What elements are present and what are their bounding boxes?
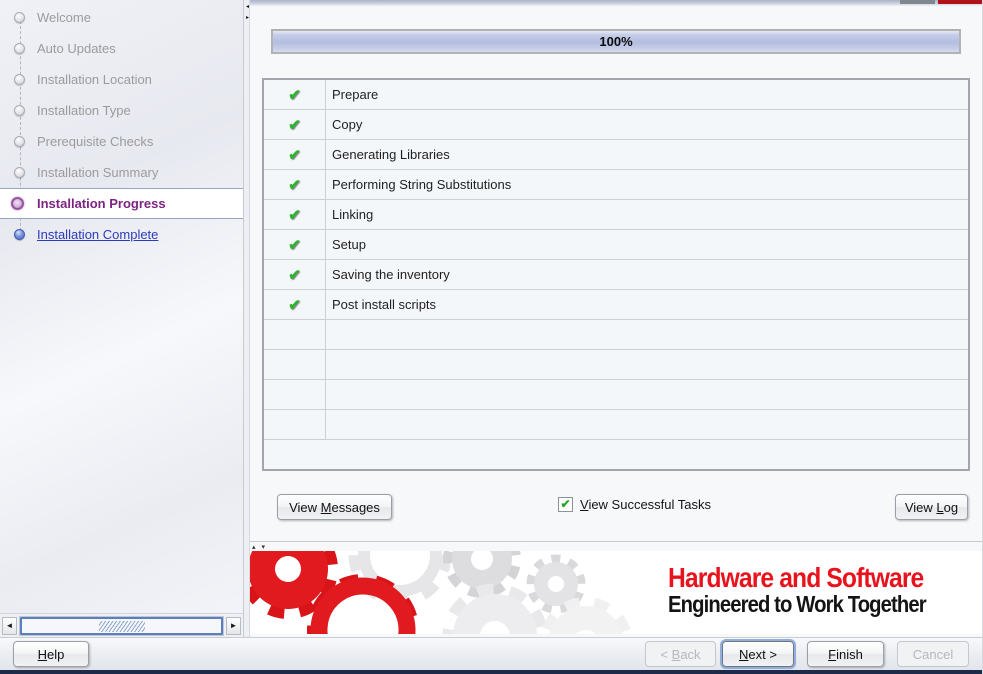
slogan-line2: Engineered to Work Together — [668, 591, 927, 617]
banner-splitter-arrows[interactable]: ▴▾ — [252, 543, 271, 551]
check-icon: ✔ — [288, 116, 301, 134]
content-panel: 100% ✔ Prepare ✔ Copy ✔ Generating Libra… — [250, 0, 982, 637]
step-label: Installation Location — [37, 72, 152, 87]
check-icon: ✔ — [288, 236, 301, 254]
table-row-empty — [264, 380, 968, 410]
table-row[interactable]: ✔ Linking — [264, 200, 968, 230]
sidebar-item-prerequisite-checks: Prerequisite Checks — [0, 126, 243, 157]
step-bullet-icon — [14, 167, 25, 178]
table-row[interactable]: ✔ Copy — [264, 110, 968, 140]
table-row-empty — [264, 410, 968, 440]
step-bullet-current-icon — [11, 197, 24, 210]
step-label: Welcome — [37, 10, 91, 25]
check-icon: ✔ — [288, 146, 301, 164]
check-icon: ✔ — [288, 206, 301, 224]
sidebar-steps-panel: Welcome Auto Updates Installation Locati… — [0, 0, 243, 637]
step-label: Installation Summary — [37, 165, 159, 180]
checkbox-label: View Successful Tasks — [580, 497, 712, 512]
step-list: Welcome Auto Updates Installation Locati… — [0, 0, 243, 250]
task-name: Performing String Substitutions — [332, 177, 512, 192]
scrollbar-thumb-grip — [98, 621, 145, 632]
check-icon: ✔ — [288, 266, 301, 284]
scrollbar-left-arrow[interactable]: ◄ — [2, 617, 17, 635]
splitter-expand-right-icon[interactable]: ▸ — [245, 15, 249, 21]
splitter-up-icon: ▴ — [252, 544, 262, 551]
sidebar-item-auto-updates: Auto Updates — [0, 33, 243, 64]
sidebar-item-welcome: Welcome — [0, 2, 243, 33]
task-name: Linking — [332, 207, 374, 222]
step-bullet-icon — [14, 105, 25, 116]
table-row[interactable]: ✔ Generating Libraries — [264, 140, 968, 170]
step-label: Auto Updates — [37, 41, 116, 56]
task-name: Prepare — [332, 87, 379, 102]
scrollbar-thumb[interactable] — [20, 617, 223, 635]
brand-banner: Hardware and Software Engineered to Work… — [250, 551, 982, 634]
check-icon: ✔ — [288, 176, 301, 194]
check-icon: ✔ — [288, 86, 301, 104]
gears-graphic — [250, 551, 632, 634]
step-label-current: Installation Progress — [37, 196, 166, 211]
sidebar-item-installation-summary: Installation Summary — [0, 157, 243, 188]
task-table: ✔ Prepare ✔ Copy ✔ Generating Libraries … — [262, 78, 970, 471]
step-label: Installation Type — [37, 103, 131, 118]
sidebar-item-installation-type: Installation Type — [0, 95, 243, 126]
progress-percent-label: 100% — [599, 34, 633, 49]
cancel-button[interactable]: Cancel — [897, 641, 969, 667]
vertical-splitter[interactable]: ◂ ▸ — [243, 0, 250, 637]
maximize-button-sliver[interactable] — [900, 0, 935, 4]
task-name: Generating Libraries — [332, 147, 450, 162]
close-button-sliver[interactable] — [938, 0, 982, 4]
table-row-empty — [264, 350, 968, 380]
table-row[interactable]: ✔ Performing String Substitutions — [264, 170, 968, 200]
step-bullet-icon — [14, 74, 25, 85]
table-row[interactable]: ✔ Setup — [264, 230, 968, 260]
splitter-collapse-left-icon[interactable]: ◂ — [245, 4, 249, 10]
step-bullet-icon — [14, 43, 25, 54]
check-icon: ✔ — [288, 296, 301, 314]
task-name: Copy — [332, 117, 363, 132]
sidebar-item-installation-location: Installation Location — [0, 64, 243, 95]
table-row[interactable]: ✔ Post install scripts — [264, 290, 968, 320]
table-row[interactable]: ✔ Saving the inventory — [264, 260, 968, 290]
step-bullet-icon — [14, 12, 25, 23]
task-name: Post install scripts — [332, 297, 437, 312]
view-successful-tasks-checkbox[interactable]: ✔ View Successful Tasks — [558, 497, 711, 512]
step-label: Prerequisite Checks — [37, 134, 154, 149]
titlebar-sliver — [250, 0, 982, 6]
table-row-empty — [264, 320, 968, 350]
checkbox-check-icon[interactable]: ✔ — [558, 497, 573, 512]
content-divider — [250, 541, 982, 542]
progress-bar: 100% — [271, 29, 961, 54]
table-row[interactable]: ✔ Prepare — [264, 80, 968, 110]
sidebar-item-installation-progress: Installation Progress — [0, 188, 243, 219]
sidebar-horizontal-scrollbar[interactable]: ◄ ► — [0, 613, 243, 637]
step-link-label[interactable]: Installation Complete — [37, 227, 159, 242]
scrollbar-track[interactable] — [19, 616, 224, 636]
step-bullet-icon — [14, 136, 25, 147]
scrollbar-right-arrow[interactable]: ► — [226, 617, 241, 635]
sidebar-item-installation-complete[interactable]: Installation Complete — [0, 219, 243, 250]
task-name: Saving the inventory — [332, 267, 450, 282]
table-filler-area — [264, 440, 968, 468]
slogan-line1: Hardware and Software — [668, 562, 924, 593]
step-bullet-next-icon — [14, 229, 25, 240]
task-name: Setup — [332, 237, 366, 252]
brand-slogan: Hardware and Software Engineered to Work… — [668, 562, 927, 617]
step-connector-line — [20, 16, 21, 241]
splitter-down-icon: ▾ — [261, 544, 272, 551]
